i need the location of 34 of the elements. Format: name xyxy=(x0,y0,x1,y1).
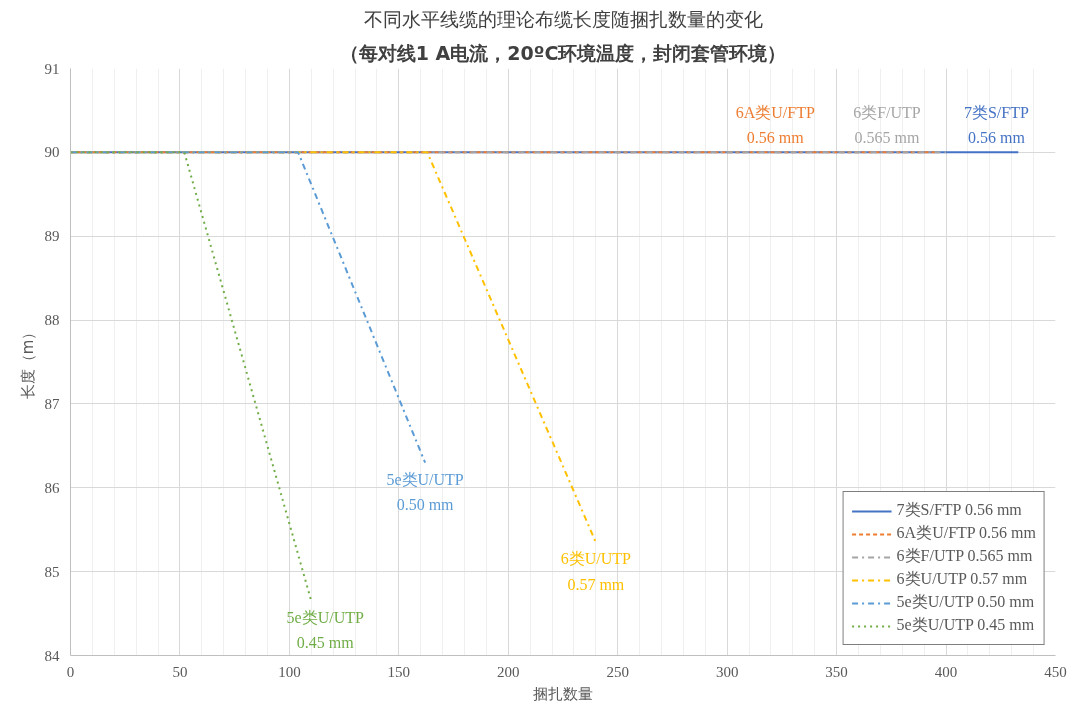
x-tick-label: 150 xyxy=(387,663,411,680)
x-tick-label: 200 xyxy=(497,663,520,680)
chart-title: 不同水平线缆的理论布缆长度随捆扎数量的变化 xyxy=(363,7,763,30)
annotation: 6类U/UTP 0.57 mm xyxy=(560,550,632,593)
x-tick-label: 300 xyxy=(715,663,739,680)
y-tick-label: 87 xyxy=(44,395,60,412)
y-tick-label: 89 xyxy=(44,228,60,245)
annotation: 6类F/UTP 0.565 mm xyxy=(853,103,921,147)
y-tick-label: 90 xyxy=(44,144,60,161)
legend-label: 6类U/UTP 0.57 mm xyxy=(896,569,1028,589)
x-tick-label: 450 xyxy=(1044,663,1067,680)
y-tick-label: 88 xyxy=(44,312,60,329)
x-axis-title: 捆扎数量 xyxy=(533,684,593,703)
annotation: 6A类U/FTP 0.56 mm xyxy=(735,103,815,147)
x-tick-label: 250 xyxy=(606,663,629,680)
legend-label: 5e类U/UTP 0.45 mm xyxy=(896,615,1035,635)
annotation: 5e类U/UTP 0.45 mm xyxy=(286,608,365,652)
x-tick-label: 100 xyxy=(278,663,301,680)
y-tick-label: 85 xyxy=(44,563,60,580)
y-axis-title: 长度（m） xyxy=(18,324,37,400)
annotation: 5e类U/UTP 0.50 mm xyxy=(386,470,464,514)
legend-label: 7类S/FTP 0.56 mm xyxy=(896,500,1022,520)
legend-label: 6A类U/FTP 0.56 mm xyxy=(896,523,1036,543)
x-tick-label: 0 xyxy=(66,663,75,680)
annotation: 7类S/FTP 0.56 mm xyxy=(963,103,1029,147)
y-tick-label: 86 xyxy=(44,479,60,496)
legend-label: 6类F/UTP 0.565 mm xyxy=(896,546,1033,566)
x-tick-label: 350 xyxy=(825,663,848,680)
chart-subtitle: （每对线1 A电流，20ºC环境温度，封闭套管环境） xyxy=(339,41,787,64)
x-tick-label: 50 xyxy=(172,663,188,680)
x-tick-label: 400 xyxy=(934,663,958,680)
y-tick-label: 91 xyxy=(44,60,60,77)
y-tick-label: 84 xyxy=(44,647,60,664)
legend-label: 5e类U/UTP 0.50 mm xyxy=(896,592,1035,612)
